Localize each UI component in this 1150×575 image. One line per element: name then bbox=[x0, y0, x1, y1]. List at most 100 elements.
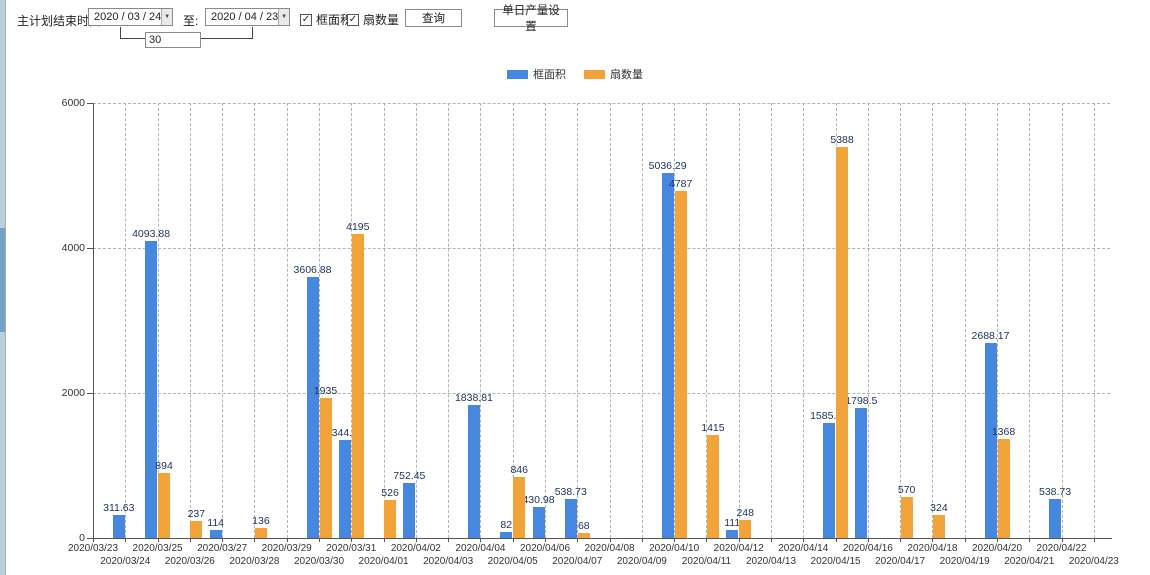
bar-frame-area bbox=[306, 276, 319, 538]
gridline-vertical bbox=[900, 103, 902, 538]
legend-swatch-sash-count bbox=[584, 69, 605, 79]
x-axis-tick bbox=[351, 538, 353, 542]
gridline-vertical bbox=[997, 103, 998, 538]
x-axis-label: 2020/04/02 bbox=[390, 543, 441, 554]
frame-area-checkbox[interactable]: ✓ 框面积 bbox=[300, 11, 352, 28]
x-axis-tick bbox=[1093, 538, 1095, 542]
daily-output-settings-button[interactable]: 单日产量设置 bbox=[494, 5, 568, 33]
x-axis-tick bbox=[512, 538, 514, 542]
x-axis-label: 2020/03/27 bbox=[197, 543, 248, 554]
x-axis-tick bbox=[867, 538, 869, 542]
scrollbar-thumb[interactable] bbox=[0, 228, 5, 332]
x-axis-label: 2020/04/19 bbox=[939, 556, 990, 567]
date-to-value: 2020 / 04 / 23 bbox=[211, 11, 279, 23]
x-axis-label: 2020/03/24 bbox=[100, 556, 151, 567]
x-axis-tick bbox=[1061, 538, 1063, 542]
scrollbar-track[interactable] bbox=[0, 0, 6, 575]
x-axis-label: 2020/04/07 bbox=[552, 556, 603, 567]
x-axis-tick bbox=[835, 538, 837, 542]
x-axis-label: 2020/04/18 bbox=[907, 543, 958, 554]
bar-sash-count bbox=[997, 438, 1010, 538]
bar-frame-area bbox=[467, 404, 480, 538]
gridline-vertical bbox=[577, 103, 579, 538]
gridline-vertical bbox=[125, 103, 127, 538]
bar-value-label: 324 bbox=[930, 501, 948, 514]
x-axis-tick bbox=[738, 538, 740, 542]
x-axis-tick bbox=[545, 538, 546, 542]
bar-value-label: 846 bbox=[510, 463, 528, 476]
bar-sash-count bbox=[900, 496, 913, 538]
date-to-picker[interactable]: 2020 / 04 / 23 ▼ bbox=[205, 8, 290, 26]
x-axis-label: 2020/03/23 bbox=[67, 543, 119, 554]
x-axis-label: 2020/03/25 bbox=[132, 543, 183, 554]
bar-value-label: 4787 bbox=[668, 177, 693, 190]
bar-frame-area bbox=[209, 529, 222, 538]
bar-sash-count bbox=[319, 397, 332, 538]
gridline-horizontal bbox=[93, 248, 1110, 249]
x-axis-label: 2020/04/17 bbox=[875, 556, 926, 567]
x-axis-tick bbox=[609, 538, 611, 542]
x-axis-tick bbox=[771, 538, 772, 542]
x-axis-tick bbox=[448, 538, 450, 542]
x-axis-tick bbox=[577, 538, 579, 542]
bar-value-label: 1368 bbox=[991, 425, 1016, 438]
x-axis-tick bbox=[319, 538, 320, 542]
date-to-dropdown-button[interactable]: ▼ bbox=[278, 9, 289, 25]
gridline-vertical bbox=[383, 103, 385, 538]
bar-value-label: 3606.88 bbox=[293, 263, 332, 276]
gridline-vertical bbox=[1093, 103, 1095, 538]
x-axis-tick bbox=[997, 538, 998, 542]
bar-sash-count bbox=[577, 533, 590, 538]
x-axis-label: 2020/04/15 bbox=[810, 556, 861, 567]
x-axis-tick bbox=[93, 538, 94, 542]
date-from-dropdown-button[interactable]: ▼ bbox=[161, 9, 172, 25]
bar-frame-area bbox=[532, 506, 545, 538]
bar-value-label: 526 bbox=[381, 486, 399, 499]
x-axis-label: 2020/04/08 bbox=[584, 543, 635, 554]
date-from-picker[interactable]: 2020 / 03 / 24 ▼ bbox=[88, 8, 173, 26]
bar-value-label: 1935 bbox=[313, 384, 338, 397]
bar-value-label: 248 bbox=[736, 507, 754, 520]
x-axis-tick bbox=[1029, 538, 1031, 542]
sash-count-checkbox[interactable]: ✓ 扇数量 bbox=[347, 11, 399, 28]
x-axis-label: 2020/04/10 bbox=[649, 543, 700, 554]
gridline-vertical bbox=[964, 103, 966, 538]
bar-value-label: 1798.5 bbox=[845, 394, 878, 407]
bar-sash-count bbox=[674, 190, 687, 538]
x-axis-label: 2020/04/01 bbox=[358, 556, 409, 567]
bar-value-label: 752.45 bbox=[393, 470, 426, 483]
bar-frame-area bbox=[338, 440, 351, 538]
x-axis-label: 2020/03/29 bbox=[261, 543, 312, 554]
gridline-vertical bbox=[609, 103, 611, 538]
plan-end-label: 主计划结束时间: bbox=[17, 14, 105, 28]
bar-value-label: 68 bbox=[577, 520, 590, 533]
gridline-vertical bbox=[674, 103, 676, 538]
bar-value-label: 538.73 bbox=[1039, 485, 1072, 498]
x-axis-label: 2020/03/31 bbox=[326, 543, 377, 554]
bar-sash-count bbox=[932, 514, 945, 538]
x-axis-label: 2020/04/20 bbox=[971, 543, 1023, 554]
x-axis-label: 2020/04/13 bbox=[745, 556, 797, 567]
x-axis-label: 2020/04/06 bbox=[519, 543, 571, 554]
x-axis-line bbox=[93, 538, 1112, 539]
gridline-horizontal bbox=[93, 103, 1110, 104]
gridline-vertical bbox=[545, 103, 546, 538]
x-axis-label: 2020/04/22 bbox=[1036, 543, 1087, 554]
gridline-vertical bbox=[319, 103, 320, 538]
bar-value-label: 111 bbox=[724, 516, 741, 529]
legend-label-frame-area: 框面积 bbox=[533, 69, 566, 81]
bar-frame-area bbox=[564, 498, 577, 538]
chevron-down-icon: ▼ bbox=[281, 14, 288, 20]
gridline-vertical bbox=[803, 103, 805, 538]
y-axis-label: 4000 bbox=[61, 242, 85, 254]
gridline-vertical bbox=[867, 103, 869, 538]
query-button[interactable]: 查询 bbox=[405, 9, 462, 27]
x-axis-tick bbox=[900, 538, 902, 542]
bar-frame-area bbox=[823, 423, 836, 538]
gridline-vertical bbox=[415, 103, 417, 538]
x-axis-tick bbox=[383, 538, 385, 542]
date-from-value: 2020 / 03 / 24 bbox=[94, 11, 162, 23]
x-axis-label: 2020/03/26 bbox=[164, 556, 215, 567]
interval-days-input[interactable] bbox=[145, 32, 201, 48]
